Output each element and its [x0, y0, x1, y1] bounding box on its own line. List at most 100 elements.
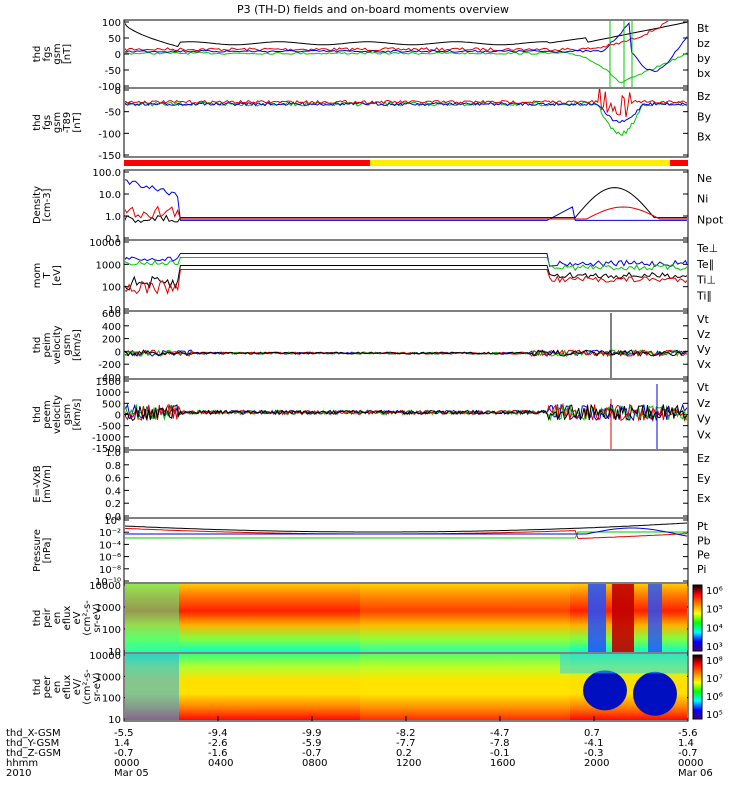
x-axis-tick-label: 0400	[208, 758, 233, 769]
y-axis-label: [km/s]	[72, 329, 83, 361]
y-tick-label: 1000	[96, 388, 121, 399]
y-tick-label: -50	[105, 66, 121, 77]
legend-entry: bx	[697, 67, 711, 80]
colorbar	[692, 654, 703, 720]
panel-data	[125, 584, 687, 652]
spectrogram-band	[633, 671, 677, 716]
y-tick-label: 100	[102, 694, 121, 705]
legend-entry: Ni	[697, 193, 708, 206]
series-Pb	[125, 527, 687, 540]
y-tick-label: 10000	[89, 581, 121, 592]
y-axis-label: [km/s]	[72, 398, 83, 430]
x-axis-tick-label: 1.4	[678, 738, 694, 749]
y-tick-label: 10	[108, 305, 121, 316]
y-axis-label: fgs	[42, 46, 53, 61]
legend-entry: by	[697, 52, 711, 65]
y-axis-label: gsm	[62, 404, 73, 425]
series-Bz	[125, 89, 687, 118]
y-tick-label: 0.1	[105, 234, 121, 245]
series-ve3	[125, 403, 687, 422]
panel-peer_spec: 10000 1000 100 10 thd peer en eflux eV/(cm²-s-sr…	[32, 651, 723, 726]
y-tick-label: -400	[98, 373, 121, 384]
x-axis-tick-label: -4.7	[490, 728, 510, 739]
panel-frame	[123, 449, 689, 519]
colorbar-label: 10⁸	[706, 656, 723, 667]
series-Pi	[125, 527, 687, 537]
y-tick-label: 1.0	[105, 448, 121, 459]
y-axis-label: gsm	[52, 112, 63, 133]
y-tick-label: 1.0	[105, 212, 121, 223]
x-axis-tick-label: Mar 05	[114, 768, 149, 779]
legend-entry: Ez	[697, 452, 710, 465]
x-axis-tick-label: -0.7	[114, 748, 134, 759]
panel-data	[125, 253, 687, 295]
legend-entry: Bt	[697, 22, 710, 35]
panel-fgs_dip: 0 -50 -100 -150 thd fgs gsm -T89 [nT] Bz By Bx	[32, 86, 712, 162]
panel-frame	[123, 87, 689, 158]
colorbar-label: 10⁴	[706, 623, 723, 634]
y-tick-label: 10000	[89, 238, 121, 249]
y-tick-label: 0.6	[105, 474, 121, 485]
x-axis-row-label: thd_Y-GSM	[6, 738, 59, 749]
y-axis-label: [nT]	[72, 112, 83, 132]
y-tick-label: 0	[115, 347, 121, 358]
y-axis-label: peem	[42, 400, 53, 428]
y-axis-label: Pressure	[32, 529, 43, 572]
x-axis-tick-label: -0.1	[490, 748, 510, 759]
x-axis-tick-label: -0.7	[302, 748, 322, 759]
x-axis-tick-label: -4.1	[584, 738, 604, 749]
series-Ni	[125, 187, 687, 224]
y-tick-label: 0.0	[105, 512, 121, 523]
series-by	[125, 51, 687, 84]
y-tick-label: -100	[98, 129, 121, 140]
y-axis-label: velocity	[52, 395, 63, 434]
x-axis-row-label: 2010	[6, 768, 31, 779]
y-tick-label: 10⁻¹⁰	[95, 577, 121, 588]
y-axis-label: thd	[32, 610, 43, 627]
y-axis-label: gsm	[52, 43, 63, 64]
colorbar-label: 10⁶	[706, 692, 723, 703]
x-axis-row-label: hhmm	[6, 758, 38, 769]
x-axis-row-label: thd_Z-GSM	[6, 748, 61, 759]
y-axis-label: eflux	[62, 606, 73, 631]
panel-data	[125, 654, 687, 720]
y-axis-label: eV	[72, 611, 83, 624]
y-axis-label: thd	[32, 46, 43, 63]
x-axis-tick-label: -5.5	[114, 728, 134, 739]
legend-entry: Vy	[697, 343, 711, 356]
x-axis-tick-label: -8.2	[396, 728, 416, 739]
y-tick-label: 0.8	[105, 461, 121, 472]
x-axis-tick-label: 1.4	[114, 738, 130, 749]
y-axis-label: peim	[42, 332, 53, 357]
series-Npot	[125, 179, 687, 221]
x-axis-tick-label: -2.6	[208, 738, 228, 749]
y-axis-label: thd	[32, 679, 43, 696]
y-axis-label: [eV]	[52, 265, 63, 286]
x-axis-tick-label: 1200	[396, 758, 421, 769]
y-tick-label: 10	[108, 647, 121, 658]
panel-data	[125, 384, 687, 449]
y-tick-label: 0.4	[105, 486, 121, 497]
panel-frame	[123, 169, 689, 241]
legend-entry: Npot	[697, 213, 724, 226]
y-axis-label: sr-eV)	[92, 603, 103, 632]
y-axis-label: [nT]	[62, 44, 73, 64]
panel-temp: 10000 1000 100 10 mom T [eV] Te⊥ Te∥ Ti⊥ Ti∥	[32, 238, 718, 316]
legend-entry: Ti∥	[696, 289, 712, 302]
legend-entry: Ne	[697, 172, 712, 185]
y-tick-label: 0	[115, 86, 121, 97]
y-axis-label: thd	[32, 406, 43, 423]
series-T1	[125, 257, 687, 272]
x-axis-tick-label: 1600	[490, 758, 515, 769]
y-tick-label: -1500	[92, 444, 121, 455]
y-tick-label: 600	[102, 309, 121, 320]
legend-entry: Vz	[697, 397, 711, 410]
panel-peim_v: 600 400 2000 -200 -400 thd peim velocity gsm [km/…	[32, 309, 712, 384]
legend-entry: Vt	[697, 381, 710, 394]
colorbar	[692, 584, 703, 652]
series-Bt	[125, 21, 687, 48]
legend-entry: Vt	[697, 313, 710, 326]
y-tick-label: 10	[108, 715, 121, 726]
legend-entry: Vy	[697, 413, 711, 426]
x-axis-tick-label: -7.7	[396, 738, 416, 749]
